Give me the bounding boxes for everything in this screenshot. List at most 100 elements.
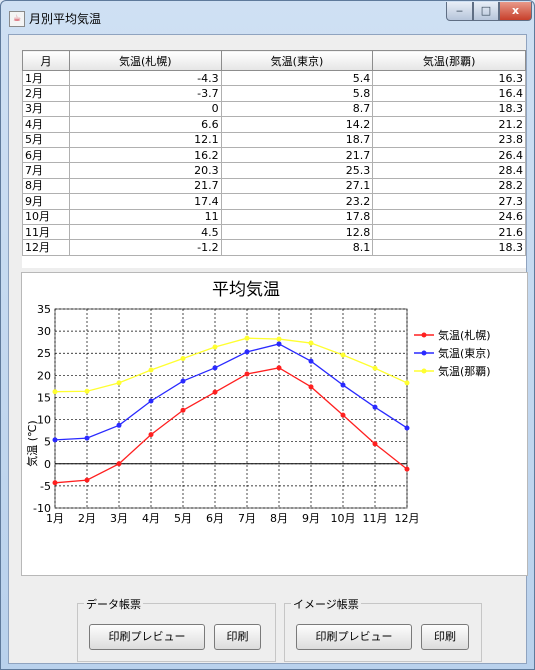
data-point	[372, 365, 378, 371]
month-cell[interactable]: 2月	[22, 85, 70, 102]
table-row[interactable]: 9月 17.4 23.2 27.3	[22, 193, 526, 210]
temperature-cell[interactable]: 17.4	[68, 193, 222, 210]
data-point	[340, 382, 346, 388]
maximize-button[interactable]: □	[473, 2, 499, 21]
temperature-cell[interactable]: 26.4	[372, 146, 526, 164]
table-row[interactable]: 2月 -3.7 5.8 16.4	[22, 85, 526, 102]
data-point	[52, 480, 58, 486]
temperature-cell[interactable]: 21.6	[372, 223, 526, 241]
x-tick-label: 1月	[46, 512, 64, 525]
java-app-icon[interactable]: ☕	[9, 11, 25, 27]
temperature-cell[interactable]: 16.4	[372, 85, 526, 102]
temperature-cell[interactable]: 8.7	[220, 100, 374, 118]
month-cell[interactable]: 9月	[22, 193, 70, 210]
month-cell[interactable]: 3月	[22, 100, 70, 118]
month-cell[interactable]: 12月	[22, 239, 70, 256]
temperature-cell[interactable]: 21.7	[68, 177, 222, 195]
table-row[interactable]: 6月 16.2 21.7 26.4	[22, 146, 526, 164]
legend-label: 気温(札幌)	[438, 328, 491, 342]
temperature-cell[interactable]: 23.2	[220, 193, 374, 210]
temperature-cell[interactable]: 20.3	[68, 162, 222, 179]
month-cell[interactable]: 1月	[22, 69, 70, 87]
table-row[interactable]: 7月 20.3 25.3 28.4	[22, 162, 526, 179]
data-point	[84, 477, 90, 483]
temperature-cell[interactable]: 12.1	[68, 131, 222, 148]
data-point	[340, 352, 346, 358]
chart-title: 平均気温	[212, 280, 280, 300]
window-title: 月別平均気温	[29, 12, 102, 26]
temperature-cell[interactable]: 8.1	[220, 239, 374, 256]
image-print-button[interactable]: 印刷	[421, 624, 469, 650]
minimize-button[interactable]: ‒	[446, 2, 473, 21]
image-report-group: イメージ帳票 印刷プレビュー 印刷	[284, 596, 482, 662]
table-row[interactable]: 3月 0 8.7 18.3	[22, 100, 526, 118]
table-row[interactable]: 11月 4.5 12.8 21.6	[22, 223, 526, 241]
table-row[interactable]: 1月 -4.3 5.4 16.3	[22, 69, 526, 87]
title-bar[interactable]: ☕ 月別平均気温 ‒ □ x	[1, 1, 534, 35]
month-cell[interactable]: 6月	[22, 146, 70, 164]
temperature-cell[interactable]: -4.3	[68, 69, 222, 87]
table-row[interactable]: 5月 12.1 18.7 23.8	[22, 131, 526, 148]
x-tick-label: 4月	[142, 512, 160, 525]
data-point	[244, 349, 250, 355]
column-header-sapporo[interactable]: 気温(札幌)	[68, 50, 222, 71]
image-print-preview-button[interactable]: 印刷プレビュー	[296, 624, 412, 650]
column-header-tokyo[interactable]: 気温(東京)	[220, 50, 374, 71]
month-cell[interactable]: 11月	[22, 223, 70, 241]
temperature-cell[interactable]: 21.2	[372, 116, 526, 133]
data-point	[372, 404, 378, 410]
table-row[interactable]: 10月 11 17.8 24.6	[22, 208, 526, 225]
temperature-cell[interactable]: 18.3	[372, 100, 526, 118]
temperature-cell[interactable]: 6.6	[68, 116, 222, 133]
month-cell[interactable]: 8月	[22, 177, 70, 195]
close-button[interactable]: x	[499, 2, 532, 21]
image-report-group-title: イメージ帳票	[291, 596, 361, 612]
series-line	[54, 367, 408, 484]
temperature-cell[interactable]: -1.2	[68, 239, 222, 256]
temperature-cell[interactable]: 16.2	[68, 146, 222, 164]
temperature-cell[interactable]: 16.3	[372, 69, 526, 87]
temperature-cell[interactable]: 11	[68, 208, 222, 225]
table-row[interactable]: 4月 6.6 14.2 21.2	[22, 116, 526, 133]
x-tick-label: 7月	[238, 512, 256, 525]
temperature-table[interactable]: 月 気温(札幌) 気温(東京) 気温(那覇) 1月 -4.3 5.4 16.3 2月 -3…	[22, 50, 526, 268]
data-point	[308, 358, 314, 364]
column-header-month[interactable]: 月	[22, 50, 70, 71]
temperature-cell[interactable]: 14.2	[220, 116, 374, 133]
temperature-cell[interactable]: 21.7	[220, 146, 374, 164]
y-tick-label: 10	[37, 414, 51, 427]
data-print-button[interactable]: 印刷	[214, 624, 261, 650]
temperature-cell[interactable]: 5.8	[220, 85, 374, 102]
table-row[interactable]: 12月 -1.2 8.1 18.3	[22, 239, 526, 256]
month-cell[interactable]: 4月	[22, 116, 70, 133]
temperature-cell[interactable]: 27.1	[220, 177, 374, 195]
temperature-cell[interactable]: 17.8	[220, 208, 374, 225]
temperature-cell[interactable]: -3.7	[68, 85, 222, 102]
temperature-cell[interactable]: 12.8	[220, 223, 374, 241]
month-cell[interactable]: 10月	[22, 208, 70, 225]
temperature-cell[interactable]: 23.8	[372, 131, 526, 148]
temperature-cell[interactable]: 27.3	[372, 193, 526, 210]
y-axis-label: 気温 (℃)	[25, 420, 39, 466]
temperature-cell[interactable]: 18.7	[220, 131, 374, 148]
x-tick-label: 9月	[302, 512, 320, 525]
temperature-cell[interactable]: 25.3	[220, 162, 374, 179]
temperature-cell[interactable]: 0	[68, 100, 222, 118]
data-point	[116, 380, 122, 386]
month-cell[interactable]: 7月	[22, 162, 70, 179]
x-tick-label: 3月	[110, 512, 128, 525]
table-row[interactable]: 8月 21.7 27.1 28.2	[22, 177, 526, 195]
month-cell[interactable]: 5月	[22, 131, 70, 148]
temperature-cell[interactable]: 28.4	[372, 162, 526, 179]
temperature-cell[interactable]: 5.4	[220, 69, 374, 87]
temperature-cell[interactable]: 28.2	[372, 177, 526, 195]
x-tick-label: 10月	[331, 512, 356, 525]
temperature-cell[interactable]: 18.3	[372, 239, 526, 256]
temperature-cell[interactable]: 4.5	[68, 223, 222, 241]
column-header-naha[interactable]: 気温(那覇)	[372, 50, 526, 71]
series-line	[54, 343, 408, 441]
data-print-preview-button[interactable]: 印刷プレビュー	[89, 624, 205, 650]
data-point	[276, 341, 282, 347]
temperature-cell[interactable]: 24.6	[372, 208, 526, 225]
